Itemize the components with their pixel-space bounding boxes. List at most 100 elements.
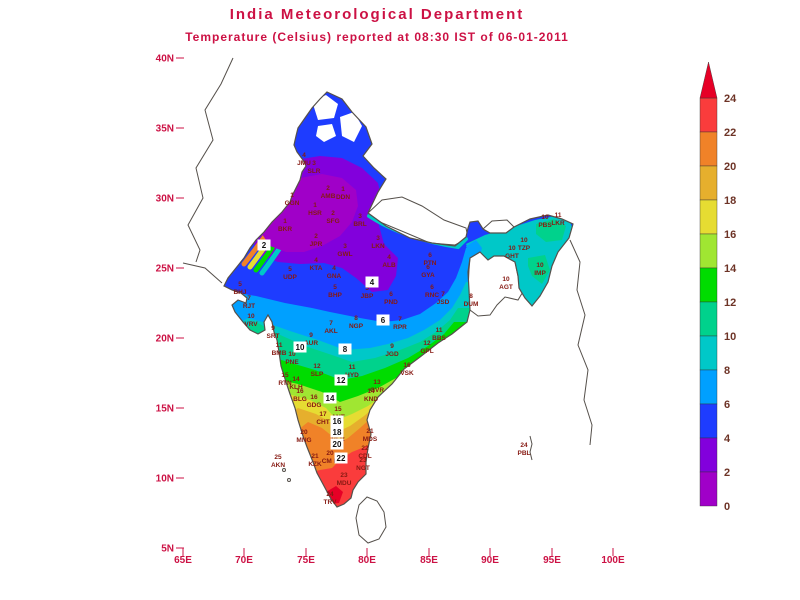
station-code: GDG [307,402,322,409]
station-code: VRV [244,321,258,328]
station-code: IMP [534,270,546,277]
station-code: BBS [432,335,446,342]
station-code: HSR [308,210,322,217]
station-value: 10 [536,262,544,269]
lat-label: 15N [156,404,174,415]
station-code: GHT [505,253,519,260]
lon-label: 75E [297,555,315,566]
station-value: 2 [326,185,330,192]
station-code: CDL [358,453,371,460]
station-value: 16 [310,394,318,401]
station-code: PTN [424,260,437,267]
station-code: NGT [356,465,370,472]
station-value: 13 [373,379,381,386]
station-value: 3 [376,235,380,242]
station-value: 9 [309,332,313,339]
colorbar-segment [699,437,718,473]
station-code: LKR [551,220,565,227]
station-code: MDS [363,436,378,443]
station-code: GWL [337,251,352,258]
colorbar-label: 20 [724,161,736,173]
lon-label: 70E [235,555,253,566]
station-value: 9 [271,325,275,332]
station-value: 4 [302,152,306,159]
station-value: 10 [541,214,549,221]
station-value: 2 [314,233,318,240]
station-code: DUM [464,301,479,308]
station-value: 23 [359,457,367,464]
station-value: 11 [276,342,283,349]
station-value: 25 [274,454,282,461]
station-code: KTA [310,265,323,272]
station-value: 8 [354,315,358,322]
station-value: 10 [502,276,510,283]
colorbar-label: 2 [724,467,730,479]
station-value: 23 [340,472,348,479]
contour-label: 18 [333,428,342,437]
contour-label-box [338,343,352,355]
station-value: 11 [436,327,443,334]
lat-label: 5N [161,544,174,555]
station-value: 7 [247,295,251,302]
sri-lanka-outline [355,496,387,544]
contour-label-box [376,314,390,326]
station-code: AKN [271,462,285,469]
station-code: BLG [293,396,307,403]
station-value: 21 [311,453,319,460]
station-value: 8 [469,293,473,300]
contour-label: 12 [337,376,346,385]
contour-label-box [323,392,337,404]
lat-label: 30N [156,194,174,205]
contour-label: 2 [262,241,267,250]
lon-label: 100E [601,555,625,566]
contour-label: 16 [333,417,342,426]
station-value: 9 [390,343,394,350]
station-code: JPR [310,241,323,248]
station-code: RJT [243,303,255,310]
contour-label: 4 [370,278,375,287]
station-code: LKN [371,243,385,250]
station-code: MNG [296,437,311,444]
station-code: KND [364,396,378,403]
station-code: JSD [437,299,450,306]
station-code: JGD [385,351,399,358]
station-value: 6 [426,264,430,271]
station-code: RPR [393,324,407,331]
neighbour-outlines [182,57,593,544]
station-code: GNA [327,273,342,280]
station-code: GGN [285,200,300,207]
colorbar-label: 8 [724,365,730,377]
station-value: 6 [430,284,434,291]
station-value: 16 [403,362,411,369]
colorbar-label: 4 [724,433,731,445]
station-code: KLH [289,384,303,391]
station-value: 4 [332,265,336,272]
page-subtitle: Temperature (Celsius) reported at 08:30 … [185,30,569,44]
station-value: 3 [358,213,362,220]
station-code: GPL [420,348,433,355]
station-value: 2 [331,210,335,217]
contour-label: 10 [296,343,305,352]
lon-label: 80E [358,555,376,566]
station-value: 12 [313,363,321,370]
lon-label: 85E [420,555,438,566]
station-code: BHP [328,292,342,299]
station-value: 20 [326,450,334,457]
colorbar-label: 14 [724,263,737,275]
station-code: GYA [421,272,435,279]
station-value: 10 [247,313,255,320]
colorbar-label: 24 [724,93,737,105]
colorbar-label: 16 [724,229,736,241]
colorbar-label: 18 [724,195,736,207]
axis-ticks [176,57,614,556]
contour-label: 6 [381,316,386,325]
station-value: 5 [365,285,369,292]
contour-label-box [330,438,344,450]
station-code: KZK [308,461,322,468]
station-value: 15 [281,372,289,379]
myanmar-coast-line [569,239,593,446]
longitude-axis-labels: 65E 70E 75E 80E 85E 90E 95E 100E [174,555,625,566]
colorbar-overflow-arrow [699,61,718,99]
pakistan-border-line [182,57,234,284]
station-value: 6 [428,252,432,259]
